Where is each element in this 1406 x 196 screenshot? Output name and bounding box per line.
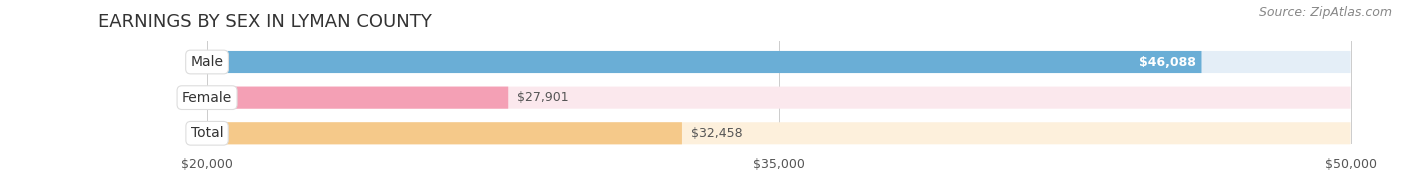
FancyBboxPatch shape	[207, 122, 1351, 144]
Text: Source: ZipAtlas.com: Source: ZipAtlas.com	[1258, 6, 1392, 19]
Text: $32,458: $32,458	[692, 127, 742, 140]
Text: $46,088: $46,088	[1139, 55, 1195, 69]
Text: Female: Female	[181, 91, 232, 105]
Text: EARNINGS BY SEX IN LYMAN COUNTY: EARNINGS BY SEX IN LYMAN COUNTY	[98, 13, 432, 31]
FancyBboxPatch shape	[207, 87, 1351, 109]
Text: $27,901: $27,901	[517, 91, 569, 104]
FancyBboxPatch shape	[207, 87, 508, 109]
Text: Male: Male	[191, 55, 224, 69]
FancyBboxPatch shape	[207, 122, 682, 144]
FancyBboxPatch shape	[207, 51, 1202, 73]
Text: Total: Total	[191, 126, 224, 140]
FancyBboxPatch shape	[207, 51, 1351, 73]
